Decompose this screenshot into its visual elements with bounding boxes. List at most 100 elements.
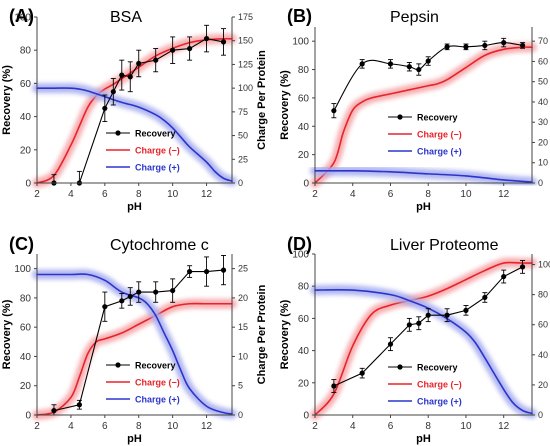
y-tick-label: 20 [298, 378, 310, 389]
series-line-3 [314, 169, 533, 183]
x-tick-label: 10 [167, 421, 179, 432]
x-tick-label: 2 [312, 421, 318, 432]
recovery-point [170, 47, 176, 53]
y-tick-label: 0 [303, 411, 309, 422]
recovery-point [127, 293, 133, 300]
legend-label: Charge (−) [135, 378, 180, 388]
recovery-point [482, 294, 488, 301]
chart-panel-2: 2 4 6 8 10 12 0 20 40 60 80 100 0 10 20 30 40 50 60 70 pH Rec… [279, 6, 548, 213]
panel-title: Pepsin [390, 9, 439, 26]
panel-letter: (A) [9, 6, 34, 26]
y2-tick-label: 5 [238, 381, 243, 391]
x-tick-label: 6 [102, 189, 108, 200]
recovery-point [359, 61, 365, 67]
recovery-point [331, 108, 337, 114]
y2-tick-label: 15 [238, 322, 248, 332]
recovery-point [416, 66, 422, 73]
recovery-point [187, 45, 193, 52]
x-tick-label: 10 [460, 421, 472, 432]
y-tick-label: 60 [20, 323, 32, 334]
x-tick-label: 12 [201, 421, 213, 432]
y-axis-label: Recovery (%) [1, 299, 13, 369]
y2-tick-label: 30 [538, 117, 548, 127]
recovery-point [76, 402, 82, 408]
y2-axis-label: Charge Per Protein [256, 284, 268, 384]
y2-tick-label: 25 [238, 154, 248, 164]
x-tick-label: 4 [68, 189, 74, 200]
x-tick-label: 10 [460, 189, 472, 200]
y-tick-label: 100 [14, 264, 31, 275]
x-tick-label: 12 [498, 421, 510, 432]
y-tick-label: 60 [20, 79, 32, 90]
y-axis-label: Recovery (%) [279, 299, 291, 369]
y2-tick-label: 25 [238, 264, 248, 274]
recovery-line [53, 38, 224, 184]
recovery-point [444, 44, 450, 50]
recovery-point [153, 57, 159, 63]
y2-tick-label: 175 [238, 12, 253, 22]
y2-tick-label: 100 [238, 83, 253, 93]
y2-tick-label: 40 [538, 97, 548, 107]
series-line-2 [314, 261, 533, 416]
legend-marker [397, 364, 403, 370]
recovery-point [127, 74, 133, 80]
x-tick-label: 2 [312, 189, 318, 200]
y2-tick-label: 70 [538, 36, 548, 46]
y2-tick-label: 50 [238, 131, 248, 141]
x-axis-label: pH [127, 433, 142, 445]
y-tick-label: 40 [298, 122, 310, 133]
y2-tick-label: 50 [538, 77, 548, 87]
y2-tick-label: 0 [538, 410, 543, 420]
legend: Recovery Charge (−) Charge (+) [106, 129, 180, 173]
legend-label: Recovery [135, 361, 176, 371]
recovery-point [203, 35, 210, 42]
x-tick-label: 12 [498, 189, 510, 200]
series-glow-3 [32, 269, 237, 419]
x-axis-label: pH [416, 433, 431, 445]
panel-title: Cytochrome c [110, 237, 209, 254]
panel-letter: (B) [287, 6, 312, 26]
y2-tick-label: 80 [538, 290, 548, 300]
recovery-point [170, 287, 176, 294]
legend-marker [115, 362, 121, 368]
y-tick-label: 0 [25, 179, 31, 190]
y-tick-label: 60 [298, 314, 310, 325]
legend-label: Charge (−) [417, 380, 462, 390]
chart-panel-1: 2 4 6 8 10 12 0 20 40 60 80 100 0 25 50 75 100 125 150 175 p… [1, 6, 268, 213]
y2-tick-label: 0 [238, 410, 243, 420]
y2-tick-label: 10 [238, 351, 248, 361]
x-tick-label: 4 [350, 189, 356, 200]
y2-tick-label: 75 [238, 107, 248, 117]
x-tick-label: 8 [425, 189, 431, 200]
recovery-point [387, 341, 394, 347]
series-line-2 [314, 46, 533, 184]
recovery-point [406, 322, 412, 328]
y-tick-label: 100 [14, 13, 31, 24]
legend-marker [397, 114, 403, 120]
series-line-2 [36, 37, 233, 184]
legend-label: Charge (+) [135, 163, 180, 173]
recovery-point [416, 320, 422, 326]
x-tick-label: 6 [388, 421, 394, 432]
y-tick-label: 80 [20, 293, 32, 304]
recovery-point [463, 44, 469, 50]
y-tick-label: 40 [298, 346, 310, 357]
series-line-3 [36, 273, 233, 415]
y2-tick-label: 100 [538, 260, 550, 270]
recovery-point [203, 268, 210, 275]
y2-tick-label: 150 [238, 36, 253, 46]
y-tick-label: 40 [20, 352, 32, 363]
y-axis-label: Recovery (%) [1, 65, 13, 135]
legend-label: Charge (+) [135, 395, 180, 405]
x-tick-label: 8 [425, 421, 431, 432]
recovery-point [359, 370, 365, 376]
x-tick-label: 2 [34, 189, 40, 200]
x-tick-label: 2 [34, 421, 40, 432]
y2-tick-label: 40 [538, 350, 548, 360]
y2-tick-label: 0 [538, 178, 543, 188]
x-tick-label: 6 [102, 421, 108, 432]
y2-tick-label: 10 [538, 158, 548, 168]
x-axis-label: pH [127, 201, 142, 213]
recovery-point [482, 42, 488, 49]
recovery-point [387, 61, 394, 67]
